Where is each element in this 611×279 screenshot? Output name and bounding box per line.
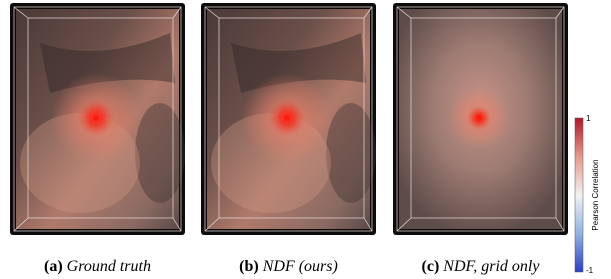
caption: (b)NDF (ours) xyxy=(239,258,338,275)
colorbar-max: 1 xyxy=(586,114,591,123)
colorbar-label: Pearson Correlation xyxy=(591,159,600,230)
dark-band xyxy=(326,103,376,203)
probe-point xyxy=(284,115,290,121)
figure: 1 -1 Pearson Correlation (a)Ground truth… xyxy=(0,0,611,279)
caption-text: Ground truth xyxy=(67,258,151,275)
caption: (a)Ground truth xyxy=(44,258,151,275)
panel: (a)Ground truth xyxy=(10,3,185,275)
probe-point xyxy=(93,115,99,121)
caption: (c)NDF, grid only xyxy=(422,258,541,275)
colorbar-min: -1 xyxy=(586,266,594,275)
caption-tag: (b) xyxy=(239,258,259,275)
caption-tag: (a) xyxy=(44,258,63,275)
dark-band xyxy=(135,103,185,203)
caption-tag: (c) xyxy=(422,258,440,275)
probe-point xyxy=(476,115,482,121)
panel: (b)NDF (ours) xyxy=(201,3,376,275)
caption-text: NDF, grid only xyxy=(442,258,540,275)
caption-text: NDF (ours) xyxy=(262,258,338,275)
panel: (c)NDF, grid only xyxy=(393,3,568,275)
colorbar xyxy=(575,118,583,272)
